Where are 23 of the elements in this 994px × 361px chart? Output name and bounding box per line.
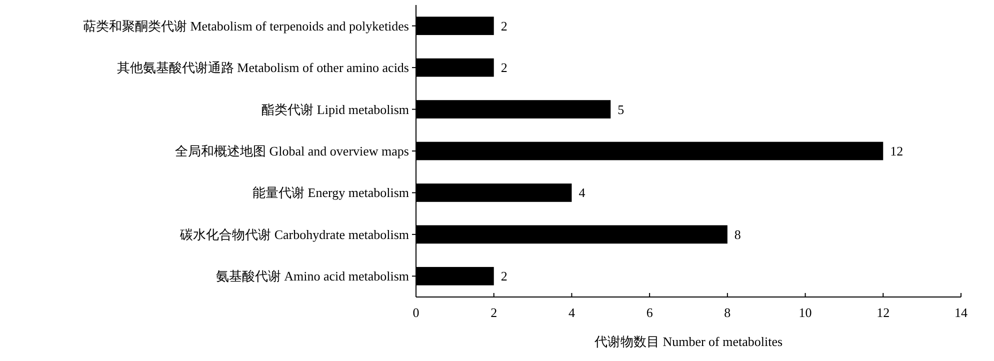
x-tick-label: 12 — [876, 305, 890, 320]
data-label: 2 — [500, 18, 508, 34]
y-tick-label: 能量代谢 Energy metabolism — [252, 185, 409, 200]
y-tick-label: 萜类和聚酮类代谢 Metabolism of terpenoids and polyketides — [82, 18, 409, 34]
y-tick-label: 其他氨基酸代谢通路 Metabolism of other amino acids — [116, 60, 409, 76]
y-tick-label: 全局和概述地图 Global and overview maps — [175, 144, 409, 158]
x-tick-label: 10 — [798, 305, 812, 320]
y-tick-label: 酯类代谢 Lipid metabolism — [262, 102, 409, 117]
x-tick-label: 4 — [568, 305, 576, 320]
x-axis-title: 代谢物数目 Number of metabolites — [593, 334, 783, 349]
data-label: 2 — [500, 60, 508, 76]
y-tick-label: 碳水化合物代谢 Carbohydrate metabolism — [179, 226, 409, 242]
x-tick-label: 8 — [724, 305, 731, 320]
data-label: 12 — [890, 144, 904, 158]
x-tick-label: 6 — [646, 305, 654, 320]
x-tick-label: 0 — [412, 305, 420, 320]
x-tick-label: 2 — [490, 305, 498, 320]
data-label: 5 — [618, 102, 624, 117]
y-tick-label: 氨基酸代谢 Amino acid metabolism — [216, 268, 409, 284]
data-label: 8 — [734, 226, 741, 242]
x-tick-label: 14 — [954, 305, 968, 320]
data-label: 2 — [500, 268, 508, 284]
data-label: 4 — [578, 185, 586, 200]
